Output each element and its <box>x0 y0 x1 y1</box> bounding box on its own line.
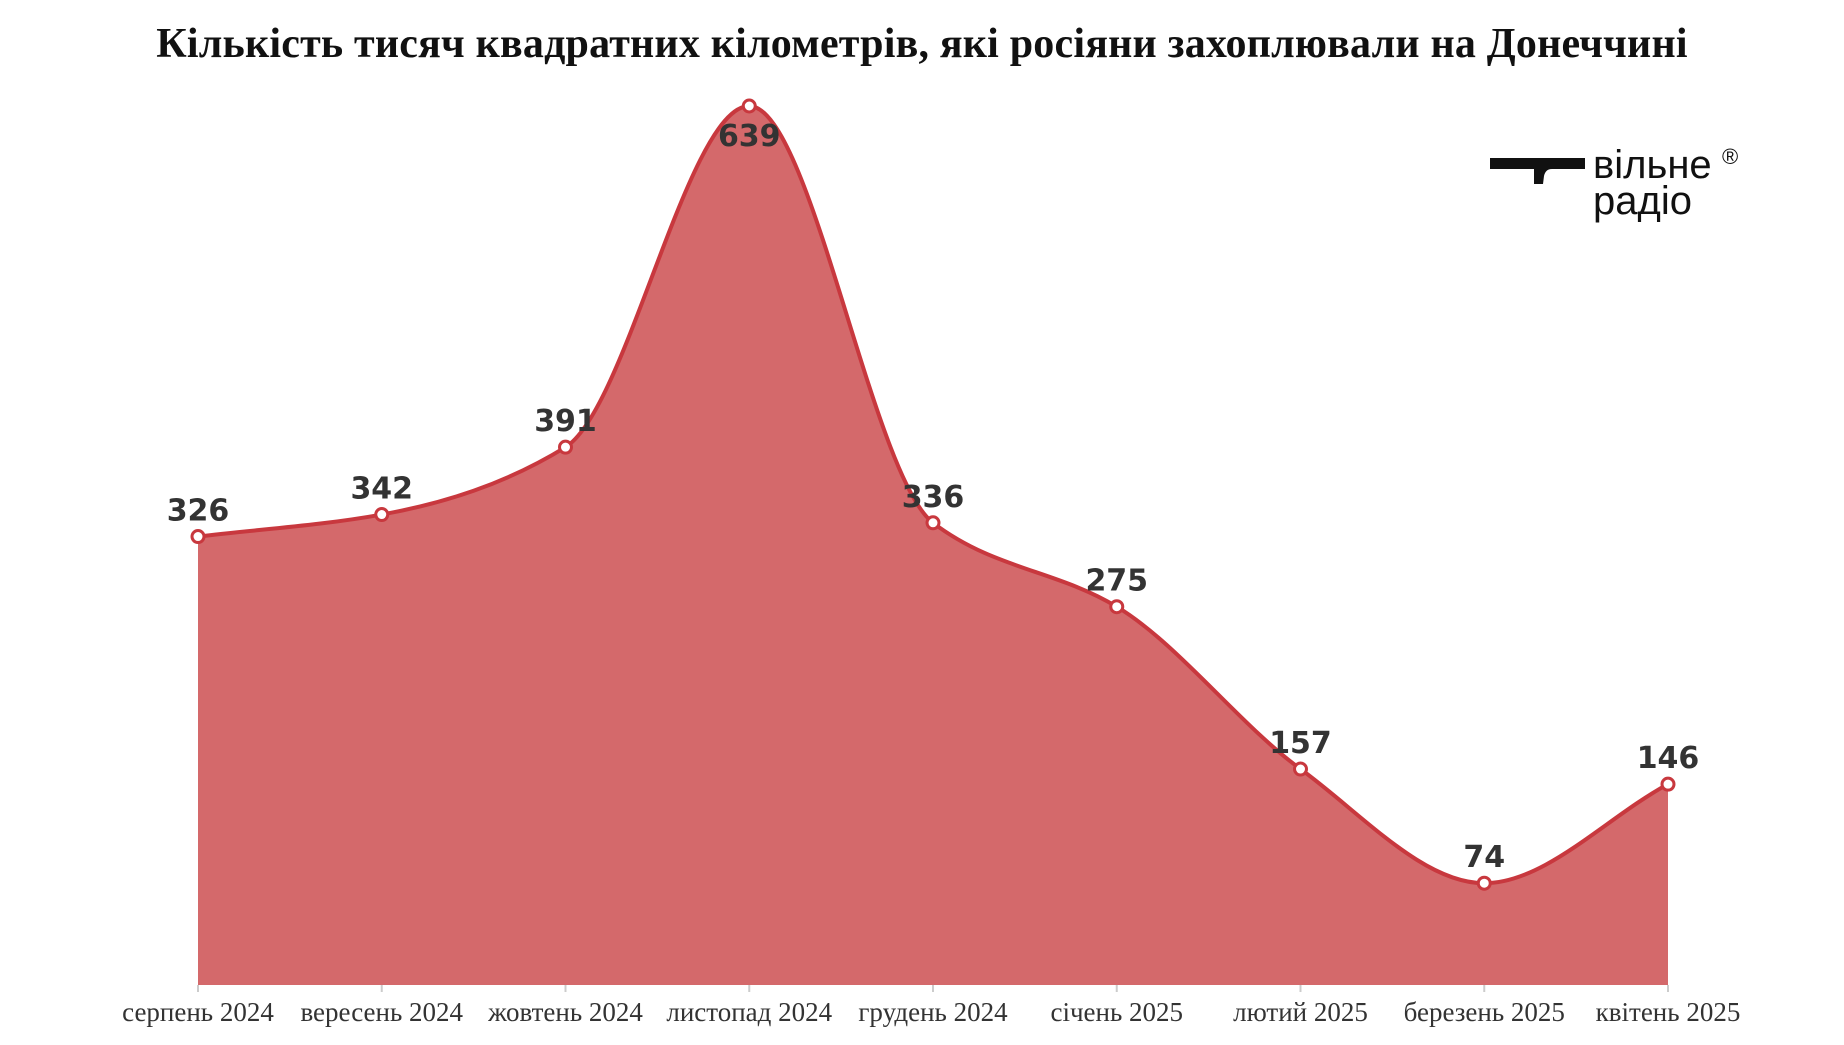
logo-registered-mark: ® <box>1722 144 1739 169</box>
data-point-marker <box>925 515 941 531</box>
data-label: 391 <box>534 404 597 439</box>
x-tick-label: жовтень 2024 <box>487 997 643 1027</box>
data-label: 639 <box>718 119 781 154</box>
data-label: 336 <box>902 480 965 515</box>
x-tick-label: березень 2025 <box>1404 997 1565 1027</box>
x-tick-label: листопад 2024 <box>666 997 832 1027</box>
data-label: 342 <box>350 472 413 507</box>
data-label: 326 <box>167 494 230 529</box>
data-point-marker <box>1660 776 1676 792</box>
x-tick-label: лютий 2025 <box>1233 997 1368 1027</box>
data-label: 74 <box>1463 840 1505 875</box>
x-tick-label: квітень 2025 <box>1596 997 1741 1027</box>
x-tick-label: січень 2025 <box>1050 997 1183 1027</box>
data-point-marker <box>374 507 390 523</box>
data-point-marker <box>1476 875 1492 891</box>
data-point-marker <box>190 529 206 545</box>
x-tick-label: серпень 2024 <box>122 997 274 1027</box>
logo-mark-icon <box>1490 158 1585 184</box>
data-point-marker <box>1293 761 1308 777</box>
data-label: 157 <box>1269 726 1332 761</box>
data-label: 275 <box>1085 564 1148 599</box>
x-tick-label: грудень 2024 <box>858 997 1008 1027</box>
brand-logo: вільне радіо ® <box>1490 144 1770 224</box>
logo-text-line1: вільне <box>1593 143 1712 187</box>
data-point-marker <box>741 98 757 114</box>
series-area-fill <box>198 106 1668 985</box>
data-point-marker <box>558 439 573 455</box>
x-tick-label: вересень 2024 <box>300 997 463 1027</box>
series-line <box>197 103 1669 886</box>
data-point-marker <box>1109 599 1125 615</box>
logo-text-line2: радіо <box>1593 179 1692 223</box>
chart-title: Кількість тисяч квадратних кілометрів, я… <box>156 21 1688 67</box>
data-label: 146 <box>1637 741 1700 776</box>
